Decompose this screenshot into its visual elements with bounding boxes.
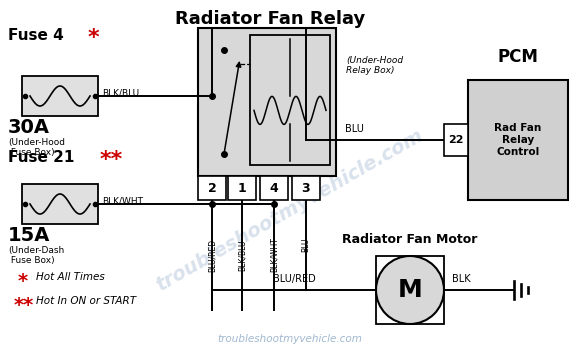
Text: Radiator Fan Motor: Radiator Fan Motor	[342, 233, 478, 246]
Bar	[468, 80, 568, 200]
Bar	[22, 184, 98, 224]
Text: troubleshootmyvehicle.com: troubleshootmyvehicle.com	[218, 334, 362, 344]
Bar	[228, 176, 256, 200]
Bar	[198, 176, 226, 200]
Bar	[444, 124, 468, 156]
Text: Fuse 4: Fuse 4	[8, 28, 64, 43]
Circle shape	[376, 256, 444, 324]
Text: Fuse 21: Fuse 21	[8, 150, 74, 165]
Bar	[250, 35, 330, 165]
Text: *: *	[88, 28, 100, 48]
Text: BLK/WHT: BLK/WHT	[270, 238, 278, 272]
Text: 4: 4	[270, 182, 278, 195]
Text: 1: 1	[238, 182, 246, 195]
Text: 3: 3	[302, 182, 310, 195]
Text: BLK/BLU: BLK/BLU	[102, 89, 139, 98]
Text: BLU: BLU	[345, 124, 364, 134]
Text: Hot All Times: Hot All Times	[36, 272, 105, 282]
Text: (Under-Hood
 Fuse Box): (Under-Hood Fuse Box)	[8, 138, 65, 158]
Text: BLU/RED: BLU/RED	[273, 274, 316, 284]
Bar	[376, 256, 444, 324]
Text: BLK/BLU: BLK/BLU	[237, 239, 246, 271]
Text: **: **	[14, 296, 34, 315]
Text: BLK/WHT: BLK/WHT	[102, 197, 143, 206]
Text: Rad Fan
Relay
Control: Rad Fan Relay Control	[494, 124, 542, 156]
Text: BLU/RED: BLU/RED	[208, 238, 216, 272]
Text: BLU: BLU	[302, 238, 310, 252]
Text: 22: 22	[448, 135, 464, 145]
Text: BLK: BLK	[452, 274, 470, 284]
Text: (Under-Dash
 Fuse Box): (Under-Dash Fuse Box)	[8, 246, 64, 265]
Text: **: **	[100, 150, 123, 170]
Text: 15A: 15A	[8, 226, 50, 245]
Text: 2: 2	[208, 182, 216, 195]
Text: M: M	[398, 278, 422, 302]
Text: troubleshootmyvehicle.com: troubleshootmyvehicle.com	[153, 125, 427, 295]
Text: *: *	[18, 272, 28, 291]
Text: Hot In ON or START: Hot In ON or START	[36, 296, 136, 306]
Bar	[260, 176, 288, 200]
Bar	[22, 76, 98, 116]
Text: Radiator Fan Relay: Radiator Fan Relay	[175, 10, 365, 28]
Text: (Under-Hood
Relay Box): (Under-Hood Relay Box)	[346, 56, 403, 75]
Bar	[292, 176, 320, 200]
Text: 30A: 30A	[8, 118, 50, 137]
Bar	[198, 28, 336, 176]
Text: PCM: PCM	[498, 48, 538, 66]
